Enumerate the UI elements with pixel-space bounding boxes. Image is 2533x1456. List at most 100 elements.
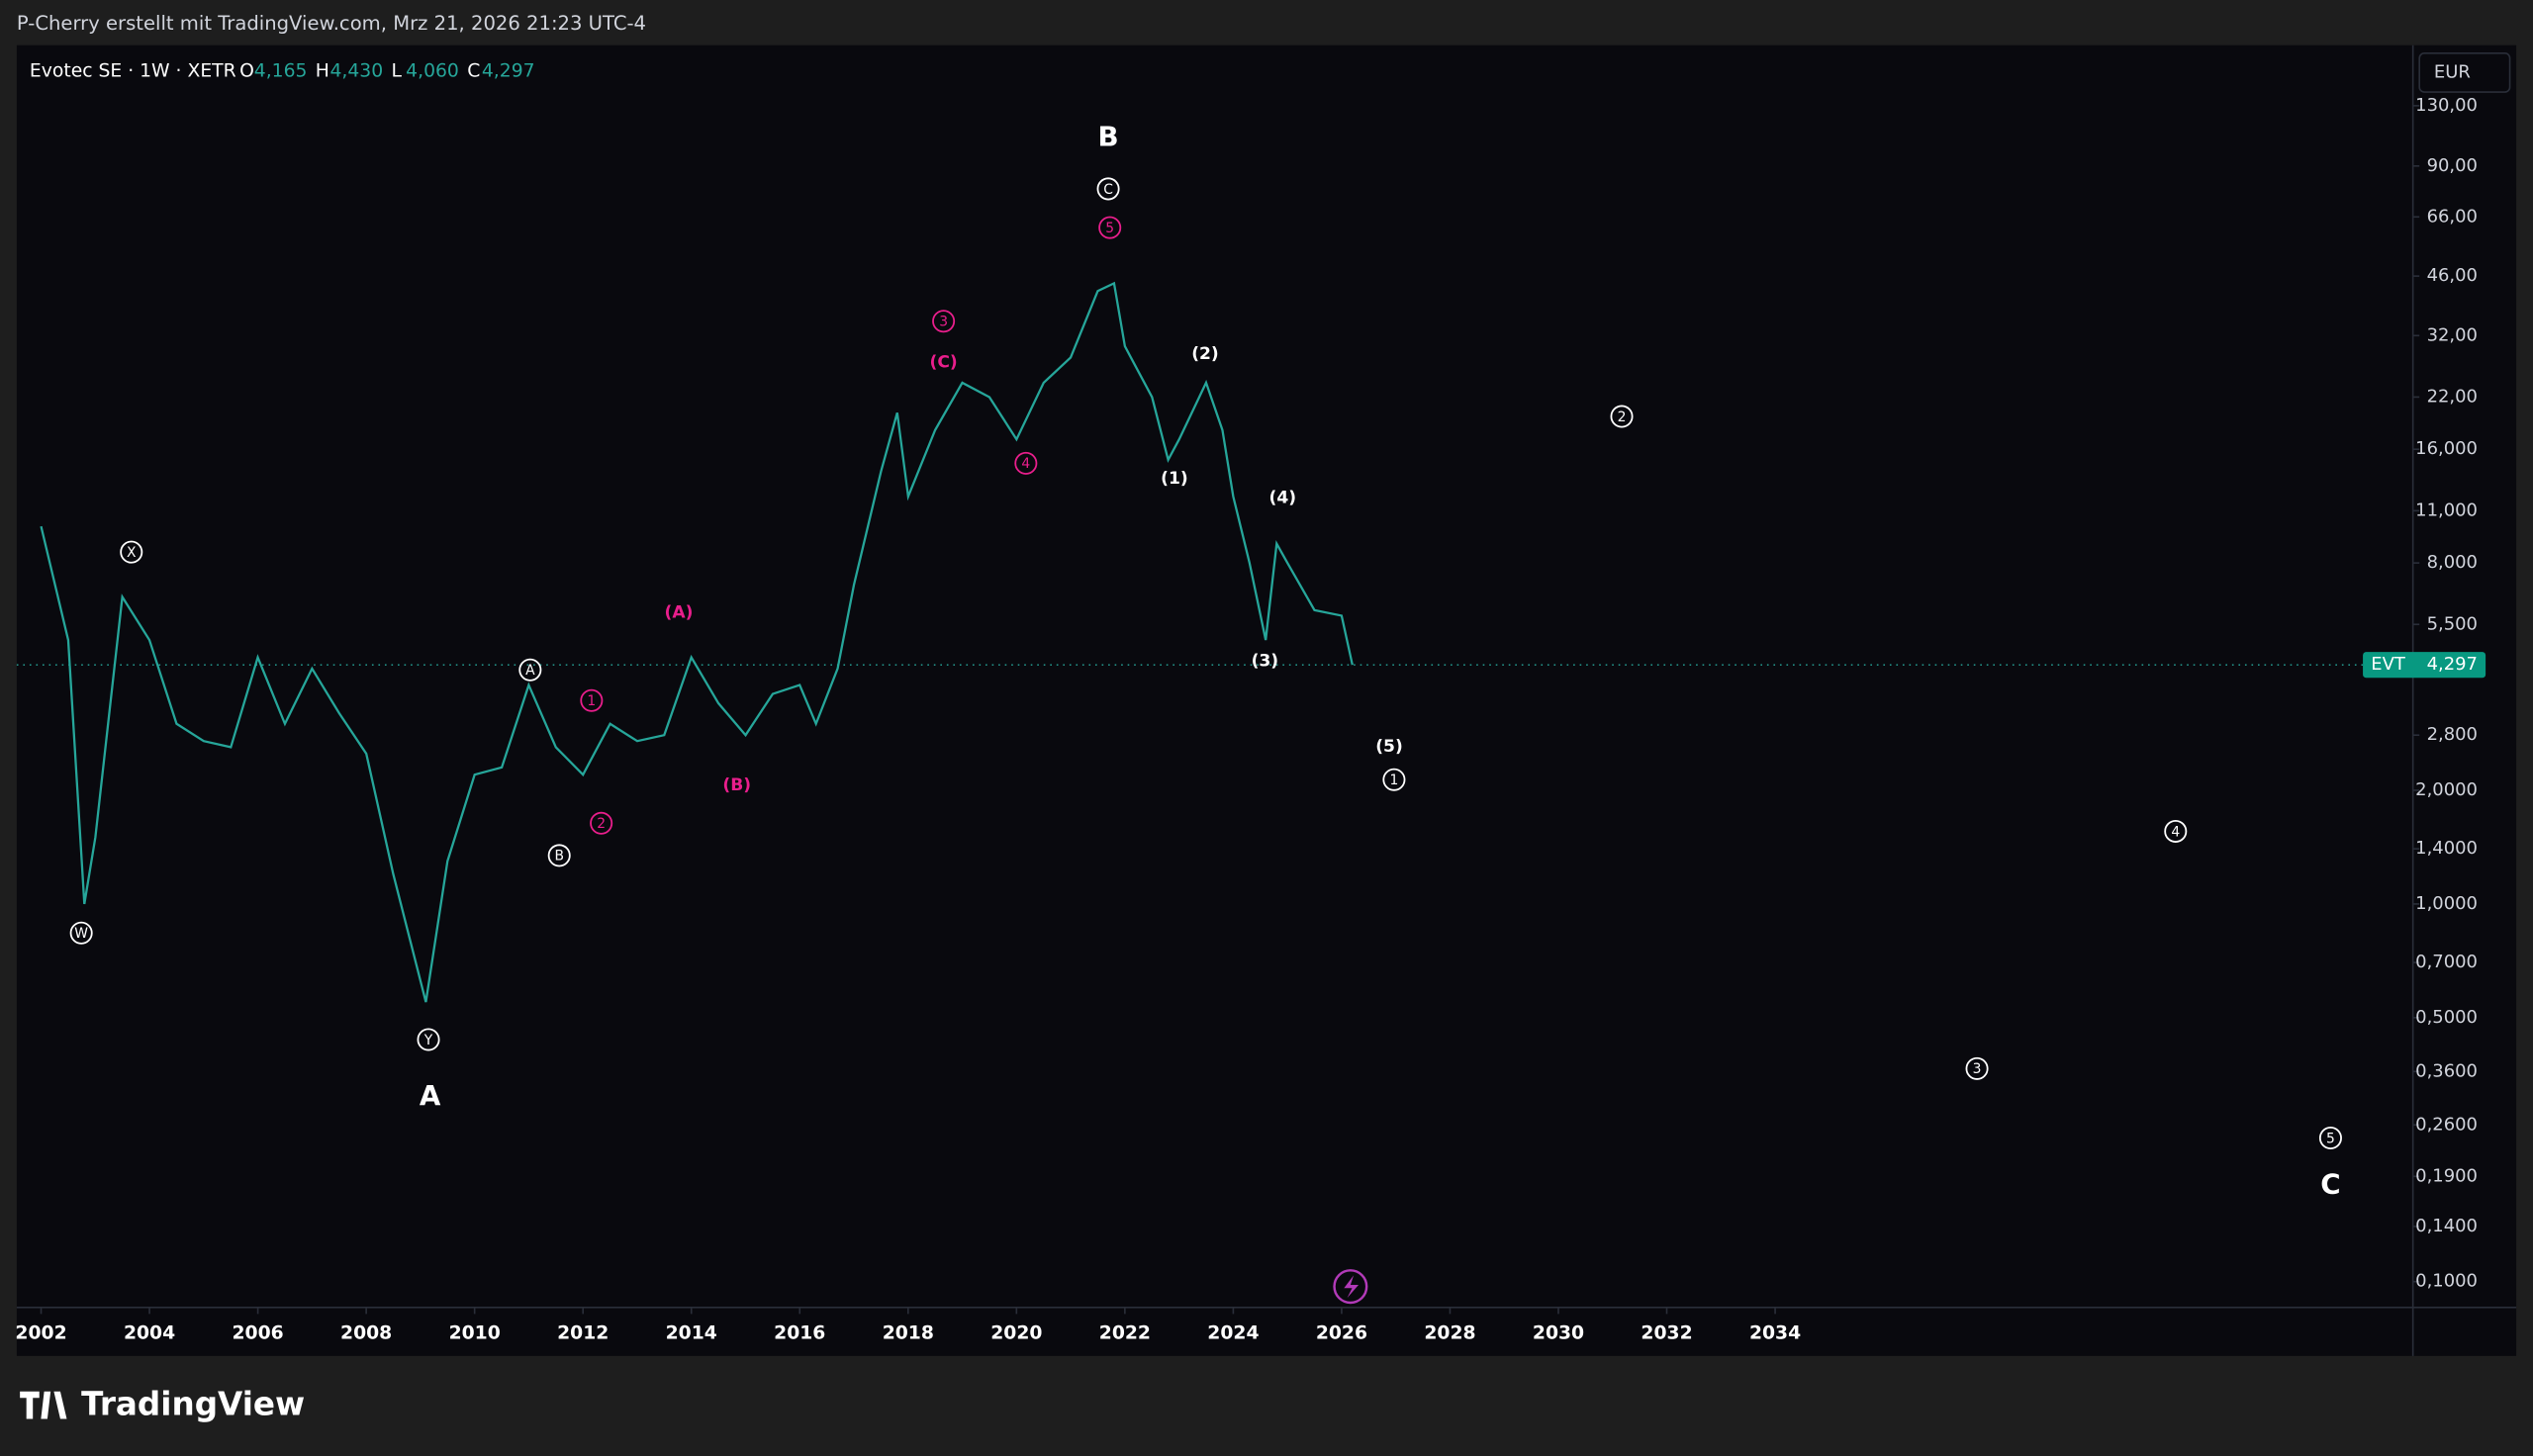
wave-circle xyxy=(417,1028,440,1051)
wave-label: 3 xyxy=(1973,1061,1982,1077)
wave-label: 5 xyxy=(1105,221,1114,236)
chart-title: Evotec SE · 1W · XETR xyxy=(30,60,236,81)
wave-circle xyxy=(2164,819,2188,843)
y-tick-label: 5,500 xyxy=(2427,613,2478,634)
wave-label: X xyxy=(127,545,137,561)
ohlc-value: 4,297 xyxy=(482,60,535,81)
wave-label: (4) xyxy=(1269,488,1297,507)
y-tick-label: 66,00 xyxy=(2427,206,2478,227)
wave-circle xyxy=(1610,405,1634,428)
logo-mark xyxy=(20,1391,67,1419)
x-tick-label: 2034 xyxy=(1749,1322,1801,1343)
wave-label: (C) xyxy=(929,352,957,372)
y-tick-label: 0,1400 xyxy=(2415,1216,2478,1236)
x-tick-label: 2032 xyxy=(1641,1322,1692,1343)
last-price-symbol: EVT xyxy=(2371,654,2406,675)
currency-box[interactable] xyxy=(2418,52,2511,93)
logo: TradingView xyxy=(20,1385,305,1422)
y-tick-label: 1,4000 xyxy=(2415,838,2478,859)
x-tick-label: 2002 xyxy=(15,1322,66,1343)
wave-label: 3 xyxy=(939,315,948,330)
lightning-icon[interactable] xyxy=(1333,1269,1368,1305)
x-tick-label: 2004 xyxy=(124,1322,175,1343)
wave-label: W xyxy=(74,926,88,942)
y-tick-label: 0,3600 xyxy=(2415,1060,2478,1081)
wave-label: C xyxy=(2320,1168,2340,1201)
y-tick-label: 0,5000 xyxy=(2415,1007,2478,1028)
wave-label: B xyxy=(554,849,564,864)
y-tick-label: 8,000 xyxy=(2427,552,2478,573)
wave-label: 1 xyxy=(587,693,596,709)
wave-circle xyxy=(1965,1056,1989,1080)
wave-label: C xyxy=(1103,182,1113,198)
chart-area xyxy=(16,45,2517,1356)
plot: X W Y A A B 1 2 (A) (B) 3 (C) 4 B C 5 (2) (1) (4) (3) (5) 1 2 3… xyxy=(16,121,2413,1201)
wave-label: (B) xyxy=(722,775,751,795)
y-tick-label: 0,2600 xyxy=(2415,1114,2478,1135)
y-tick-label: 11,000 xyxy=(2415,500,2478,520)
wave-label: 4 xyxy=(1021,456,1030,472)
header: P-Cherry erstellt mit TradingView.com, M… xyxy=(17,12,646,35)
x-tick-label: 2026 xyxy=(1316,1322,1367,1343)
ohlc-label: L xyxy=(391,60,402,81)
wave-label: Y xyxy=(423,1033,433,1048)
wave-label: (1) xyxy=(1161,469,1188,489)
y-tick-label: 0,7000 xyxy=(2415,952,2478,972)
wave-circle xyxy=(518,658,542,682)
price-line xyxy=(40,281,1354,1003)
wave-label: 2 xyxy=(597,816,606,832)
x-tick-label: 2018 xyxy=(883,1322,934,1343)
wave-circle xyxy=(69,921,93,945)
x-tick-label: 2010 xyxy=(449,1322,501,1343)
x-tick-label: 2024 xyxy=(1207,1322,1259,1343)
wave-label: A xyxy=(420,1079,441,1112)
y-tick-label: 0,1900 xyxy=(2415,1165,2478,1186)
wave-circle xyxy=(580,688,604,712)
logo-text: TradingView xyxy=(81,1385,305,1422)
lightning-icon xyxy=(1344,1275,1360,1299)
wave-circle xyxy=(1098,216,1122,239)
currency[interactable]: EUR xyxy=(2434,61,2471,82)
x-tick-label: 2014 xyxy=(666,1322,717,1343)
ohlc-value: 4,165 xyxy=(254,60,308,81)
y-tick-label: 0,1000 xyxy=(2415,1271,2478,1292)
wave-label: (5) xyxy=(1375,737,1403,757)
ohlc-label: H xyxy=(316,60,329,81)
wave-circle xyxy=(590,811,613,835)
wave-label: (A) xyxy=(665,602,694,622)
ohlc-label: C xyxy=(467,60,480,81)
wave-circle xyxy=(932,310,956,333)
wave-label: B xyxy=(1098,121,1119,153)
x-tick-label: 2022 xyxy=(1099,1322,1151,1343)
y-tick-label: 22,00 xyxy=(2427,386,2478,407)
x-tick-label: 2016 xyxy=(774,1322,825,1343)
wave-label: (3) xyxy=(1252,651,1279,671)
x-tick-label: 2006 xyxy=(233,1322,284,1343)
x-tick-label: 2028 xyxy=(1424,1322,1475,1343)
wave-circle xyxy=(1014,451,1038,475)
x-tick-label: 2008 xyxy=(340,1322,392,1343)
y-tick-label: 2,800 xyxy=(2427,724,2478,745)
last-price-value: 4,297 xyxy=(2427,654,2478,675)
wave-circle xyxy=(2318,1127,2342,1150)
wave-label: 5 xyxy=(2326,1131,2335,1146)
y-tick-label: 16,000 xyxy=(2415,438,2478,459)
y-tick-label: 46,00 xyxy=(2427,265,2478,286)
wave-label: 4 xyxy=(2171,824,2180,840)
y-tick-label: 2,0000 xyxy=(2415,779,2478,800)
ohlc-value: 4,430 xyxy=(329,60,383,81)
ohlc-label: O xyxy=(239,60,254,81)
x-tick-label: 2020 xyxy=(990,1322,1042,1343)
ohlc-value: 4,060 xyxy=(406,60,459,81)
wave-circle xyxy=(1096,177,1120,201)
y-tick-label: 1,0000 xyxy=(2415,893,2478,914)
x-tick-label: 2030 xyxy=(1533,1322,1584,1343)
y-tick-label: 32,00 xyxy=(2427,324,2478,345)
x-tick-label: 2012 xyxy=(557,1322,609,1343)
wave-circle xyxy=(547,844,571,867)
legend: Evotec SE · 1W · XETR O 4,165 H 4,430 L 4,060… xyxy=(30,60,535,81)
y-tick-label: 90,00 xyxy=(2427,155,2478,176)
wave-label: (2) xyxy=(1191,344,1219,364)
